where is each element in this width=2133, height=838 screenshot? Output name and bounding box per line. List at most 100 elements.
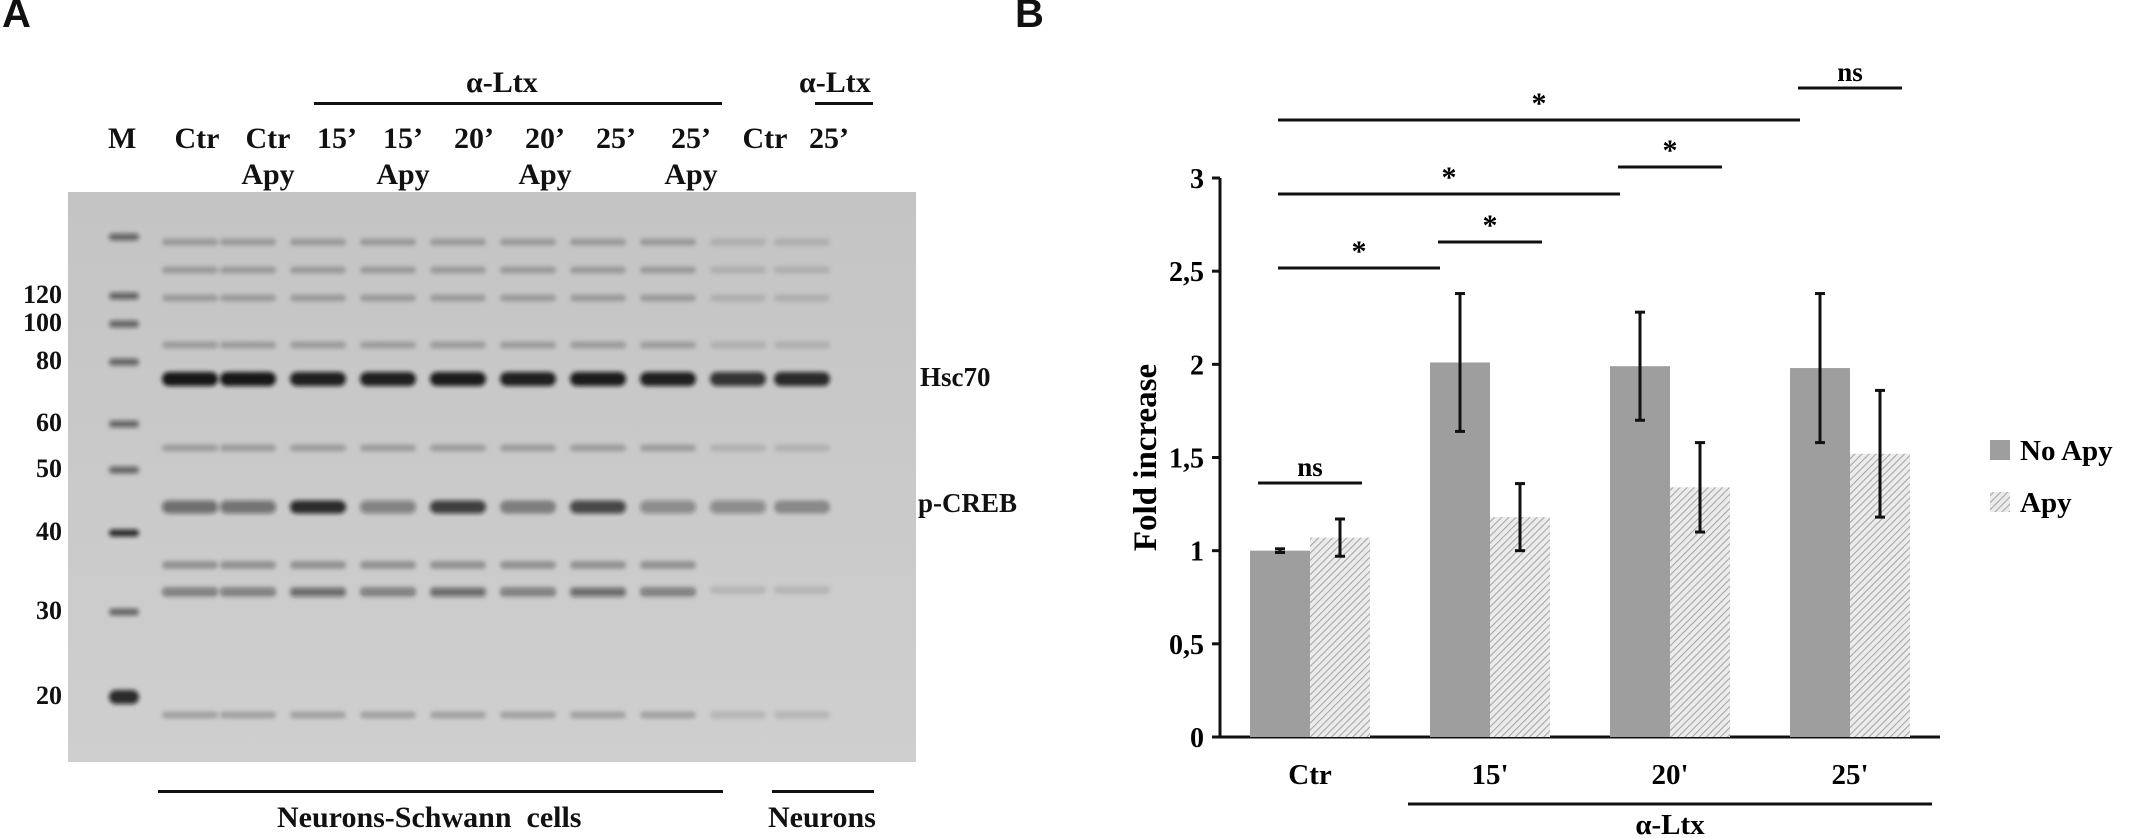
y-tick-label: 0 bbox=[1190, 723, 1204, 754]
bg-band-lane1-4 bbox=[162, 341, 218, 349]
y-axis-label: Fold increase bbox=[1128, 364, 1164, 551]
hsc70-band-lane-5 bbox=[430, 372, 486, 386]
bg-band-lane8-2 bbox=[640, 266, 696, 274]
pcreb-band-lane-3 bbox=[290, 500, 346, 514]
bg-band-lane10-4 bbox=[774, 341, 830, 349]
hsc70-band-lane-6 bbox=[500, 372, 556, 386]
bg-band-lane7-2 bbox=[570, 266, 626, 274]
marker-band-8 bbox=[109, 608, 139, 616]
bg-band-lane3-2 bbox=[290, 266, 346, 274]
bg-band-lane4-7 bbox=[360, 711, 416, 719]
bg-band-lane9-4 bbox=[710, 341, 766, 349]
bg-band-lane3-5 bbox=[290, 444, 346, 452]
bg-band-lane10-6 bbox=[774, 586, 830, 594]
marker-band-7 bbox=[109, 529, 139, 537]
bg-band-lane1-1 bbox=[162, 238, 218, 246]
bg-band-lane5-4 bbox=[430, 341, 486, 349]
bg-band-lane10-2 bbox=[774, 266, 830, 274]
bg-band-lane4-4 bbox=[360, 341, 416, 349]
mw-label-80: 80 bbox=[36, 346, 62, 375]
hsc70-band-lane-9 bbox=[710, 372, 766, 386]
pcreb-band-lane-4 bbox=[360, 500, 416, 514]
bg-band-lane3-7 bbox=[290, 711, 346, 719]
lane-label-8: 25’ bbox=[671, 122, 711, 155]
bg-band-lane10-5 bbox=[774, 444, 830, 452]
mw-label-40: 40 bbox=[36, 517, 62, 546]
bg-band-lane8-5 bbox=[640, 444, 696, 452]
bg-band-lane2-7 bbox=[220, 711, 276, 719]
marker-band-5 bbox=[109, 420, 139, 428]
significance-label: ns bbox=[1297, 452, 1323, 482]
band-35-lane-3 bbox=[290, 561, 346, 569]
bg-band-lane9-7 bbox=[710, 711, 766, 719]
bg-band-lane9-6 bbox=[710, 586, 766, 594]
marker-lane-label: M bbox=[108, 122, 137, 155]
marker-band-3 bbox=[109, 320, 139, 328]
hsc70-band-lane-4 bbox=[360, 372, 416, 386]
panel-letter-b: B bbox=[1015, 0, 1044, 36]
lane-label-1: Ctr bbox=[174, 122, 220, 155]
bg-band-lane6-3 bbox=[500, 294, 556, 302]
significance-label: * bbox=[1483, 209, 1498, 242]
bg-band-lane3-1 bbox=[290, 238, 346, 246]
significance-brackets: ns * * * * * ns bbox=[1258, 57, 1902, 485]
x-tick-label: 15' bbox=[1471, 759, 1508, 791]
lane-label-3: 15’ bbox=[317, 122, 357, 155]
bg-band-lane3-3 bbox=[290, 294, 346, 302]
bg-band-lane6-4 bbox=[500, 341, 556, 349]
bg-band-lane2-2 bbox=[220, 266, 276, 274]
bar-chart: 0 0,5 1 1,5 2 2,5 3 Fold increase Ctr 15' 20' 25' α-… bbox=[1128, 57, 2113, 838]
mw-label-120: 120 bbox=[23, 280, 62, 309]
bg-band-lane9-3 bbox=[710, 294, 766, 302]
band-32-lane-5 bbox=[430, 589, 486, 597]
bg-band-lane2-4 bbox=[220, 341, 276, 349]
band-label-pcreb: p-CREB bbox=[918, 488, 1018, 518]
bg-band-lane7-3 bbox=[570, 294, 626, 302]
y-tick-label: 2,5 bbox=[1169, 257, 1204, 288]
pcreb-band-lane-2 bbox=[220, 500, 276, 514]
lane-sublabel-8: Apy bbox=[664, 158, 718, 191]
bg-band-lane6-5 bbox=[500, 444, 556, 452]
lane-sublabel-2: Apy bbox=[241, 158, 295, 191]
group-label-mixed: Neurons-Schwann cells bbox=[277, 801, 582, 834]
marker-band-4 bbox=[109, 358, 139, 366]
bg-band-lane10-3 bbox=[774, 294, 830, 302]
mw-label-60: 60 bbox=[36, 408, 62, 437]
bg-band-lane1-3 bbox=[162, 294, 218, 302]
significance-label: * bbox=[1442, 161, 1457, 194]
bg-band-lane8-4 bbox=[640, 341, 696, 349]
bg-band-lane8-1 bbox=[640, 238, 696, 246]
lane-label-5: 20’ bbox=[454, 122, 494, 155]
bg-band-lane2-5 bbox=[220, 444, 276, 452]
treatment-label-1: α-Ltx bbox=[466, 66, 538, 99]
x-tick-label: 25' bbox=[1831, 759, 1868, 791]
bar-no-apy-1 bbox=[1250, 550, 1310, 737]
bg-band-lane4-1 bbox=[360, 238, 416, 246]
band-32-lane-4 bbox=[360, 589, 416, 597]
treatment-label-2: α-Ltx bbox=[799, 66, 871, 99]
bg-band-lane6-2 bbox=[500, 266, 556, 274]
mw-label-30: 30 bbox=[36, 596, 62, 625]
bg-band-lane9-1 bbox=[710, 238, 766, 246]
band-label-hsc70: Hsc70 bbox=[920, 362, 991, 392]
chart-axes: 0 0,5 1 1,5 2 2,5 3 Fold increase Ctr 15' 20' 25' α-… bbox=[1128, 164, 1940, 838]
lane-label-4: 15’ bbox=[383, 122, 423, 155]
significance-label: ns bbox=[1837, 57, 1863, 87]
bg-band-lane8-3 bbox=[640, 294, 696, 302]
significance-label: * bbox=[1352, 235, 1367, 268]
y-tick-label: 2 bbox=[1190, 350, 1204, 381]
group-line-mixed bbox=[158, 790, 723, 793]
y-tick-label: 1 bbox=[1190, 537, 1204, 568]
band-35-lane-8 bbox=[640, 561, 696, 569]
blot-image bbox=[68, 192, 916, 762]
mw-label-20: 20 bbox=[36, 681, 62, 710]
pcreb-band-lane-10 bbox=[774, 500, 830, 514]
hsc70-band-lane-2 bbox=[220, 372, 276, 386]
bg-band-lane5-3 bbox=[430, 294, 486, 302]
panel-letter-a: A bbox=[2, 0, 31, 36]
marker-band-9 bbox=[109, 690, 139, 704]
x-axis-label: α-Ltx bbox=[1635, 809, 1705, 838]
lane-sublabel-6: Apy bbox=[518, 158, 572, 191]
bg-band-lane5-1 bbox=[430, 238, 486, 246]
bg-band-lane7-4 bbox=[570, 341, 626, 349]
